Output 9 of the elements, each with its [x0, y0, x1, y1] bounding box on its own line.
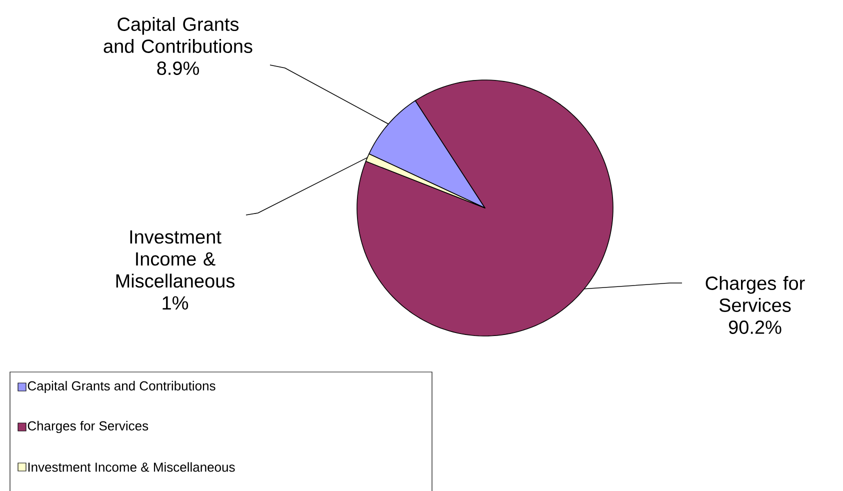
legend-label: Investment Income & Miscellaneous	[28, 462, 235, 472]
legend-label: Capital Grants and Contributions	[28, 380, 216, 394]
slice-label: Capital Grants and Contributions	[104, 17, 252, 53]
slice-label: Charges for Services	[706, 276, 805, 312]
legend-label: Charges for Services	[28, 420, 148, 434]
data-label: 8.9%	[157, 62, 199, 75]
data-label: 1%	[162, 296, 188, 310]
slice-label: Investment Income & Miscellaneous	[116, 230, 234, 288]
data-label: 90.2%	[728, 320, 782, 334]
